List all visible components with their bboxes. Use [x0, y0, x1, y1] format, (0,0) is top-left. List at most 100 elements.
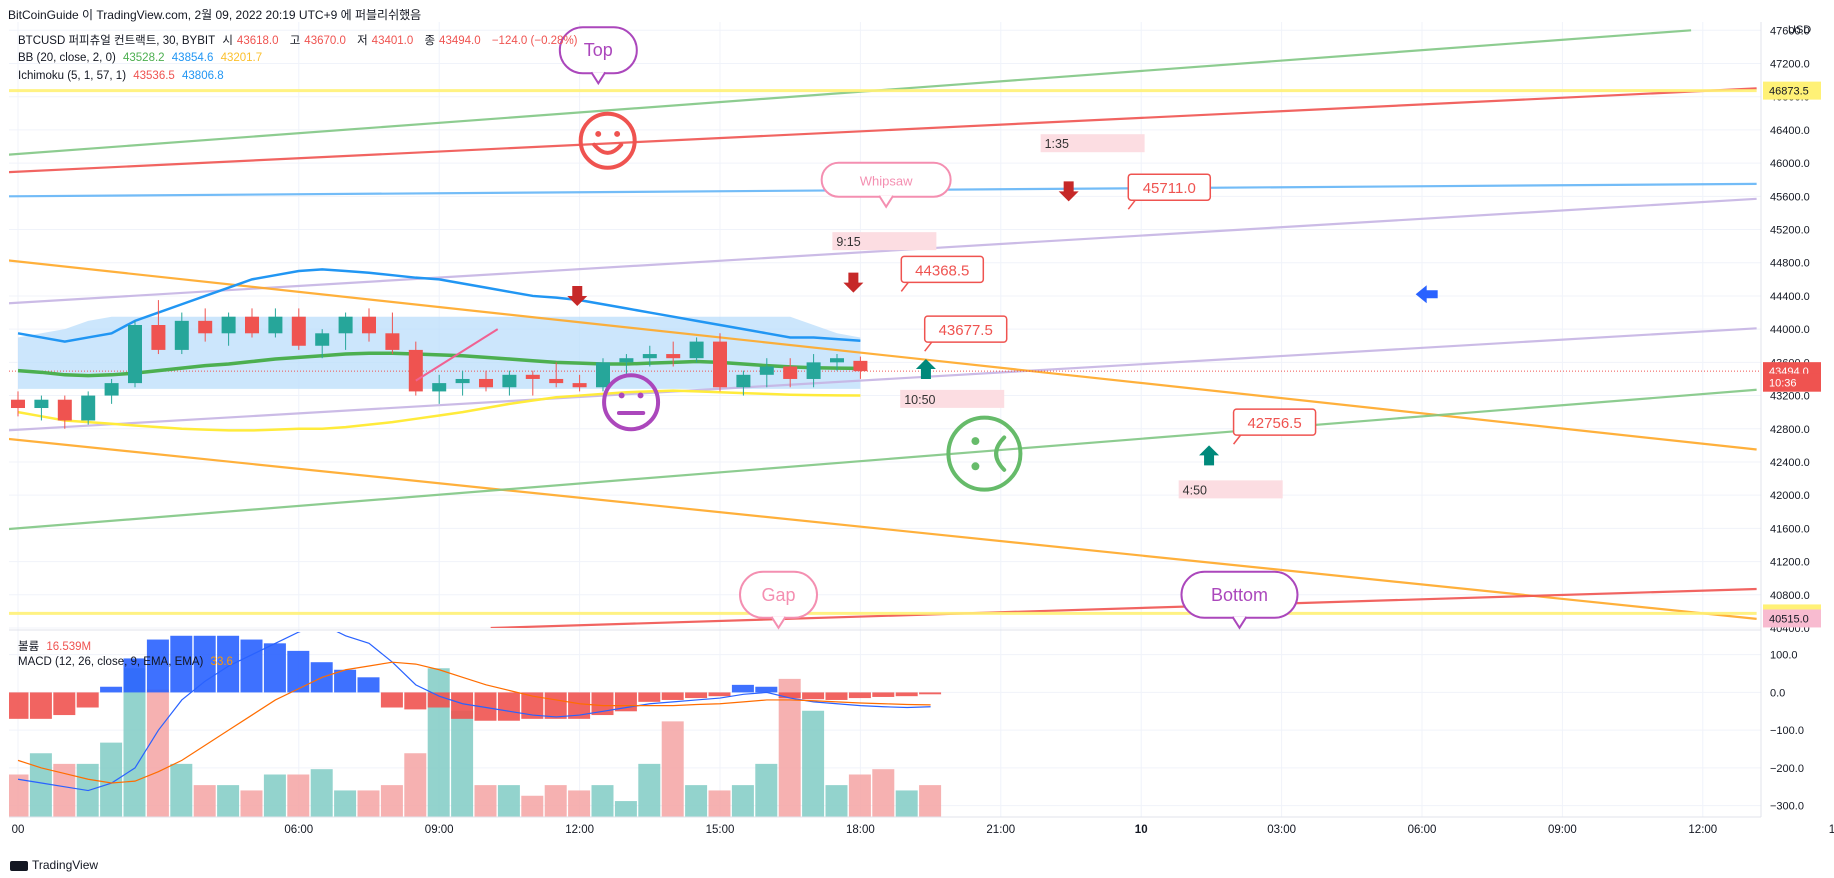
- macd-histogram-bar: [825, 692, 848, 700]
- candle-body: [151, 325, 166, 350]
- volume-bar: [427, 668, 450, 817]
- macd-histogram-bar: [474, 692, 497, 721]
- callout-bottom: Bottom: [1211, 585, 1268, 605]
- candle-body: [362, 316, 376, 334]
- macd-histogram-bar: [685, 692, 708, 699]
- time-tick-label: 12:00: [565, 824, 594, 836]
- footer-brand[interactable]: TradingView: [10, 858, 98, 872]
- time-range-box: [1040, 134, 1145, 153]
- bb-label: BB (20, close, 2, 0): [18, 52, 116, 64]
- callout-tail: [1231, 616, 1248, 630]
- candle-body: [385, 333, 400, 350]
- callout-gap: Gap: [761, 585, 795, 605]
- candle-body: [291, 316, 306, 346]
- price-badge-label: 40515.0: [1769, 613, 1809, 625]
- candle-body: [268, 316, 283, 334]
- price-label-pointer: [924, 341, 933, 352]
- candle-body: [689, 341, 704, 359]
- macd-histogram-bar: [497, 692, 520, 721]
- macd-histogram-bar: [334, 669, 357, 693]
- pointer-line: [415, 328, 499, 382]
- price-tick-label: 41200.0: [1770, 557, 1810, 569]
- macd-histogram-bar: [287, 650, 310, 693]
- price-tick-label: 42000.0: [1770, 490, 1810, 502]
- macd-histogram-bar: [240, 639, 263, 693]
- arrow-down-icon: [1058, 181, 1079, 202]
- price-label: 42756.5: [1247, 415, 1301, 432]
- macd-histogram-bar: [872, 692, 895, 697]
- face-eye: [614, 130, 621, 137]
- price-axis-unit: USD: [1788, 24, 1811, 36]
- macd-histogram-bar: [731, 684, 754, 693]
- volume-bar: [100, 742, 123, 817]
- macd-tick-label: 100.0: [1770, 650, 1798, 662]
- price-tick-label: 41600.0: [1770, 523, 1810, 535]
- symbol-legend[interactable]: BTCUSD 퍼피츄얼 컨트랙트, 30, BYBIT 시 43618.0 고 43…: [18, 32, 582, 48]
- candle-body: [128, 325, 142, 384]
- volume-bar: [802, 710, 825, 817]
- face-mouth: [592, 142, 624, 155]
- volume-bar: [474, 785, 497, 817]
- volume-bar: [638, 763, 661, 817]
- volume-bar: [825, 785, 848, 817]
- volume-bar: [123, 668, 146, 817]
- price-tick-label: 43200.0: [1770, 391, 1810, 403]
- macd-histogram-bar: [29, 692, 52, 719]
- volume-bar: [521, 795, 544, 817]
- time-tick-label: 18:00: [846, 824, 875, 836]
- trend-line-2: [9, 87, 1757, 174]
- candle-body: [736, 374, 751, 388]
- macd-legend[interactable]: MACD (12, 26, close, 9, EMA, EMA) 33.6: [18, 656, 237, 668]
- volume-bar: [404, 753, 427, 817]
- macd-line: [17, 632, 931, 792]
- macd-histogram-bar: [848, 692, 871, 699]
- candle-body: [455, 378, 470, 384]
- face-eye: [637, 392, 644, 399]
- price-tick-label: 40800.0: [1770, 590, 1810, 602]
- candle-body: [479, 378, 493, 388]
- macd-histogram-bar: [427, 692, 450, 708]
- macd-value: 33.6: [210, 656, 233, 668]
- bb-legend[interactable]: BB (20, close, 2, 0) 43528.2 43854.6 432…: [18, 52, 266, 64]
- face-outline: [602, 373, 661, 432]
- ohlc-open: 시 43618.0: [222, 35, 279, 47]
- ichimoku-legend[interactable]: Ichimoku (5, 1, 57, 1) 43536.5 43806.8: [18, 70, 228, 82]
- candle-body: [11, 399, 25, 409]
- volume-bar: [895, 790, 918, 817]
- axes: USD47600.047200.046800.046400.046000.045…: [9, 22, 1834, 836]
- price-tick-label: 47200.0: [1770, 59, 1810, 71]
- price-tick-label: 45200.0: [1770, 225, 1810, 237]
- volume-legend[interactable]: 볼륨 16.539M: [18, 638, 95, 654]
- time-range-label: 9:15: [836, 235, 860, 249]
- signal-line: [17, 661, 931, 784]
- volume-bar: [217, 785, 240, 817]
- candle-body: [245, 316, 259, 334]
- volume-label: 볼륨: [18, 641, 40, 653]
- macd-tick-label: −100.0: [1770, 725, 1804, 737]
- candle-body: [104, 383, 119, 396]
- smiley-sad-icon: [946, 415, 1023, 492]
- face-eye: [971, 437, 980, 446]
- candle-body: [853, 360, 868, 372]
- volume-bar: [240, 790, 263, 817]
- bb-upper-value: 43854.6: [171, 52, 214, 64]
- price-label: 44368.5: [915, 262, 969, 279]
- volume-bar: [263, 774, 286, 817]
- time-range-box: [832, 232, 937, 251]
- symbol-name: BTCUSD 퍼피츄얼 컨트랙트, 30, BYBIT: [18, 35, 216, 47]
- macd-histogram-bar: [123, 658, 146, 693]
- candle-body: [57, 399, 72, 421]
- price-label-pointer: [1127, 199, 1136, 210]
- macd-histogram-bar: [778, 692, 801, 699]
- face-eye: [595, 130, 602, 137]
- callout-top: Top: [584, 40, 613, 60]
- callout-whipsaw: Whipsaw: [860, 174, 913, 189]
- smiley-happy-icon: [578, 111, 637, 170]
- time-tick-label: 09:00: [425, 824, 454, 836]
- macd-histogram-bar: [802, 692, 825, 700]
- macd-histogram-bar: [895, 692, 918, 697]
- macd-histogram-bar: [146, 639, 169, 693]
- price-label: 43677.5: [939, 322, 993, 339]
- time-tick-label: 00: [12, 824, 25, 836]
